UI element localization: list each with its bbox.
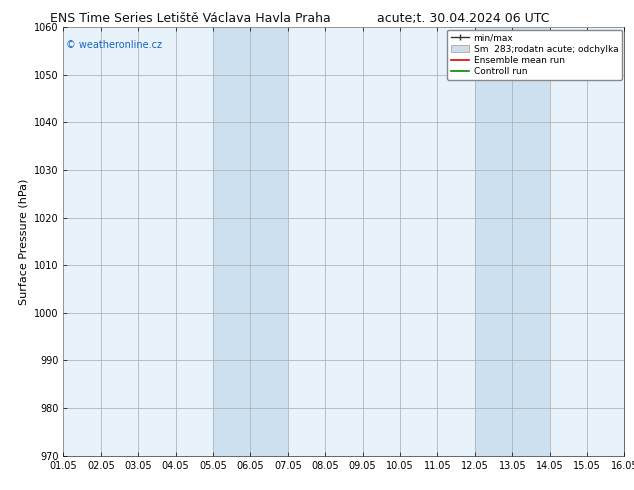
Text: © weatheronline.cz: © weatheronline.cz <box>66 40 162 50</box>
Bar <box>213 27 288 456</box>
Legend: min/max, Sm  283;rodatn acute; odchylka, Ensemble mean run, Controll run: min/max, Sm 283;rodatn acute; odchylka, … <box>448 30 622 80</box>
Y-axis label: Surface Pressure (hPa): Surface Pressure (hPa) <box>18 178 29 304</box>
Bar <box>475 27 550 456</box>
Text: ENS Time Series Letiště Václava Havla Praha: ENS Time Series Letiště Václava Havla Pr… <box>50 12 330 25</box>
Text: acute;t. 30.04.2024 06 UTC: acute;t. 30.04.2024 06 UTC <box>377 12 549 25</box>
